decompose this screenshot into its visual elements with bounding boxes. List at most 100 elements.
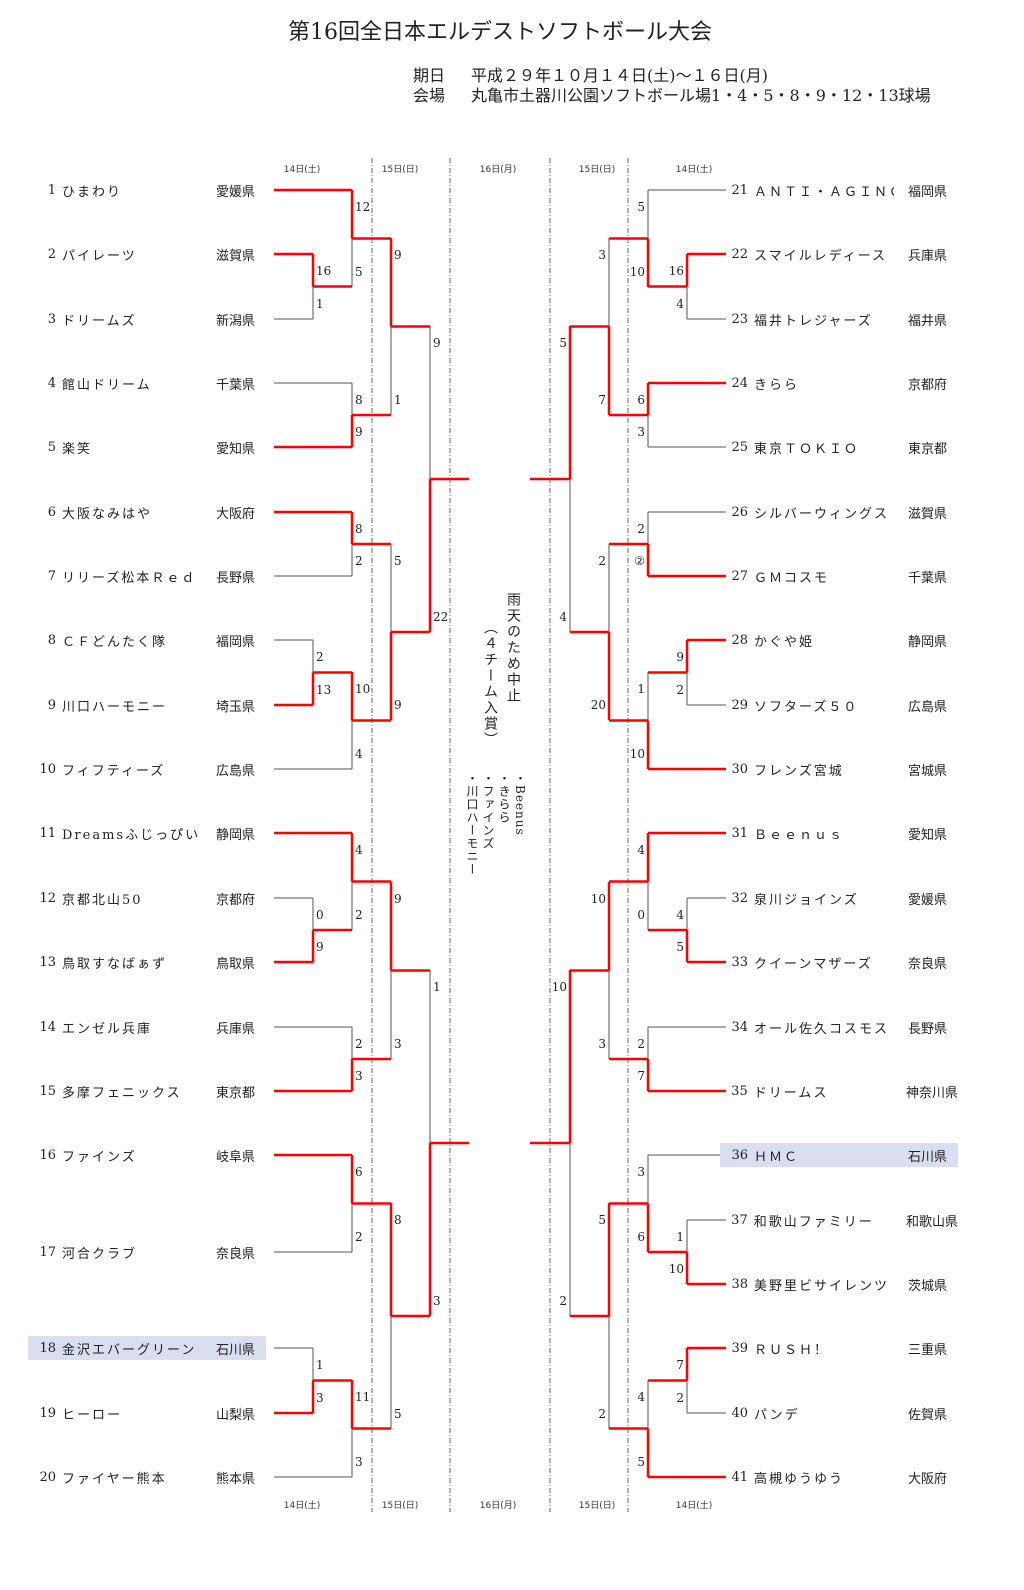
team-row: 37 和歌山ファミリー 和歌山県	[720, 1208, 958, 1232]
team-name: 鳥取すなばぁず	[62, 956, 168, 972]
team-name: オール佐久コスモス	[754, 1021, 890, 1037]
award-note: （４チーム入賞）	[482, 620, 498, 748]
round-date-final: 16日(月)	[479, 165, 517, 175]
game-score: 4	[676, 908, 684, 922]
round-date-right-2-bottom: 15日(日)	[578, 1501, 616, 1511]
team-number: 6	[47, 504, 56, 520]
team-row: 13 鳥取すなばぁず 鳥取県	[28, 950, 266, 974]
team-prefecture: 熊本県	[216, 1471, 256, 1487]
team-row: 12 京都北山50 京都府	[28, 886, 266, 910]
team-number: 1	[47, 182, 56, 198]
team-name: ドリームズ	[62, 313, 137, 329]
team-name: ＣＦどんたく隊	[62, 634, 168, 650]
game-score: 3	[355, 1455, 363, 1469]
game-score: ②	[634, 554, 645, 568]
team-row: 28 かぐや姫 静岡県	[720, 628, 958, 652]
team-prefecture: 山梨県	[216, 1407, 256, 1423]
team-row: 21 ＡＮＴＩ・ＡＧＩＮＧ 福岡県	[720, 178, 958, 202]
team-prefecture: 石川県	[216, 1342, 256, 1358]
team-number: 15	[39, 1083, 56, 1099]
team-prefecture: 大阪府	[908, 1471, 948, 1487]
team-number: 28	[731, 632, 748, 648]
team-row: 20 ファイヤー熊本 熊本県	[28, 1465, 266, 1489]
team-number: 17	[39, 1244, 56, 1260]
team-number: 23	[731, 311, 748, 327]
team-prefecture: 愛知県	[908, 827, 948, 843]
venue-label: 会場	[413, 86, 446, 105]
team-name: 楽笑	[62, 441, 93, 457]
team-row: 5 楽笑 愛知県	[28, 435, 266, 459]
game-score: 2	[355, 1230, 363, 1244]
team-name: ヒーロー	[62, 1407, 123, 1423]
team-row: 9 川口ハーモニー 埼玉県	[28, 693, 266, 717]
team-row: 38 美野里ビサイレンツ 茨城県	[720, 1272, 958, 1296]
team-row: 7 リリーズ松本Ｒｅｄ 長野県	[28, 564, 266, 588]
team-name: ソフターズ５０	[754, 699, 859, 715]
game-score: 16	[316, 264, 331, 278]
game-score: 1	[676, 1230, 684, 1244]
team-name: ＨＭＣ	[754, 1149, 800, 1165]
team-name: 大阪なみはや	[62, 506, 153, 522]
game-score: 10	[630, 265, 645, 279]
game-score: 2	[676, 1391, 684, 1405]
team-number: 38	[731, 1276, 748, 1292]
game-score: 0	[316, 908, 324, 922]
team-row: 6 大阪なみはや 大阪府	[28, 500, 266, 524]
team-prefecture: 和歌山県	[905, 1214, 958, 1230]
team-prefecture: 岐阜県	[216, 1149, 256, 1165]
team-prefecture: 兵庫県	[908, 248, 948, 264]
team-name: 東京ＴＯＫＩＯ	[754, 441, 860, 457]
team-number: 40	[731, 1405, 748, 1421]
team-prefecture: 京都府	[216, 892, 256, 908]
team-name: パンデ	[754, 1407, 800, 1423]
game-score: 20	[591, 698, 606, 712]
team-name: かぐや姫	[754, 634, 815, 650]
team-number: 2	[47, 246, 56, 262]
team-row: 33 クイーンマザーズ 奈良県	[720, 950, 958, 974]
game-score: 8	[355, 393, 363, 407]
team-prefecture: 埼玉県	[216, 699, 256, 715]
team-prefecture: 愛媛県	[908, 892, 948, 908]
game-score: 5	[637, 200, 645, 214]
round-date-left-1: 14日(土)	[283, 165, 321, 175]
cancel-note: 雨天のため中止	[505, 592, 521, 704]
game-score: 3	[637, 1165, 645, 1179]
team-prefecture: 奈良県	[216, 1246, 256, 1262]
game-score: 9	[676, 650, 684, 664]
game-score: 4	[637, 843, 645, 857]
team-name: ＲＵＳＨ！	[754, 1342, 830, 1358]
winner-3: ・ファインズ	[481, 772, 495, 850]
game-score: 4	[355, 843, 363, 857]
team-number: 8	[47, 632, 56, 648]
team-row: 16 ファインズ 岐阜県	[28, 1143, 266, 1167]
game-score: 1	[316, 1358, 324, 1372]
game-score: 9	[355, 425, 363, 439]
team-name: 美野里ビサイレンツ	[754, 1278, 890, 1294]
team-name: ＧＭコスモ	[754, 570, 830, 586]
game-score: 1	[433, 980, 441, 994]
team-name: 高槻ゆうゆう	[754, 1471, 845, 1487]
team-number: 20	[39, 1469, 56, 1485]
team-prefecture: 宮城県	[908, 763, 948, 779]
game-score: 2	[676, 683, 684, 697]
page-title: 第16回全日本エルデストソフトボール大会	[288, 20, 712, 45]
game-score: 4	[676, 297, 684, 311]
winner-2: ・きらら	[497, 772, 511, 824]
team-row: 36 ＨＭＣ 石川県	[720, 1143, 958, 1167]
team-number: 35	[731, 1083, 748, 1099]
team-number: 39	[731, 1340, 748, 1356]
team-prefecture: 愛媛県	[216, 184, 256, 200]
team-number: 27	[731, 568, 748, 584]
team-prefecture: 茨城県	[908, 1278, 948, 1294]
team-number: 25	[731, 439, 748, 455]
round-date-right-2: 15日(日)	[578, 165, 616, 175]
team-row: 15 多摩フェニックス 東京都	[28, 1079, 266, 1103]
team-prefecture: 滋賀県	[216, 248, 256, 264]
team-number: 32	[731, 890, 748, 906]
team-number: 7	[47, 568, 56, 584]
team-name: シルバーウィングス	[754, 506, 890, 522]
team-number: 14	[39, 1019, 56, 1035]
team-row: 24 きらら 京都府	[720, 371, 958, 395]
team-number: 31	[731, 825, 748, 841]
team-number: 21	[731, 182, 748, 198]
